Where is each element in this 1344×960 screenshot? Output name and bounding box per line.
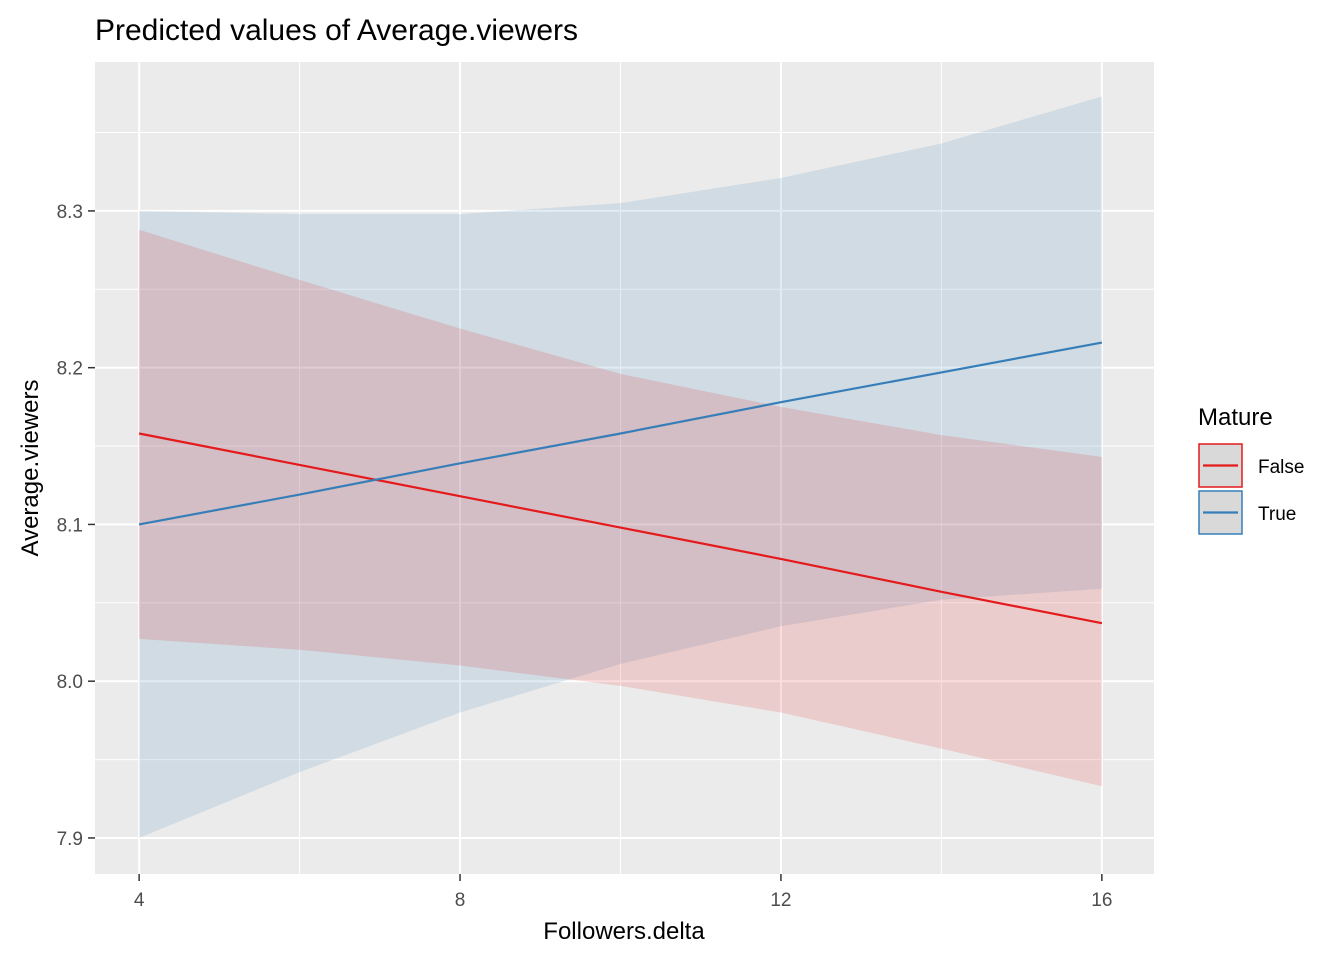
x-axis-title: Followers.delta [543, 918, 705, 945]
chart-title: Predicted values of Average.viewers [95, 14, 578, 47]
y-tick-label: 8.2 [57, 359, 83, 380]
x-tick-label: 4 [134, 890, 145, 911]
legend-label: False [1258, 457, 1304, 478]
grid-major [95, 62, 1154, 874]
y-tick-labels: 7.9 8.0 8.1 8.2 8.3 [57, 202, 83, 850]
y-axis-title: Average.viewers [17, 380, 44, 557]
legend-title: Mature [1198, 404, 1273, 431]
line-true [138, 341, 1103, 526]
line-false [138, 432, 1103, 625]
x-tick-label: 12 [770, 890, 791, 911]
x-tick-label: 8 [455, 890, 466, 911]
x-tick-label: 16 [1091, 890, 1112, 911]
grid-minor [95, 62, 1154, 874]
y-tick-label: 8.0 [57, 672, 83, 693]
legend-label: True [1258, 504, 1296, 525]
ribbon-false [139, 229, 1102, 787]
legend-item-false: False [1198, 443, 1304, 488]
legend: Mature False True [1198, 404, 1304, 535]
x-tick-labels: 4 8 12 16 [134, 890, 1113, 911]
confidence-ribbons [139, 96, 1102, 838]
series-lines [138, 341, 1103, 625]
ribbon-true [139, 96, 1102, 838]
plot-panel [95, 62, 1154, 874]
axis-ticks [88, 210, 1103, 881]
legend-item-true: True [1198, 490, 1296, 535]
y-tick-label: 8.3 [57, 202, 83, 223]
y-tick-label: 7.9 [57, 829, 83, 850]
y-tick-label: 8.1 [57, 515, 83, 536]
